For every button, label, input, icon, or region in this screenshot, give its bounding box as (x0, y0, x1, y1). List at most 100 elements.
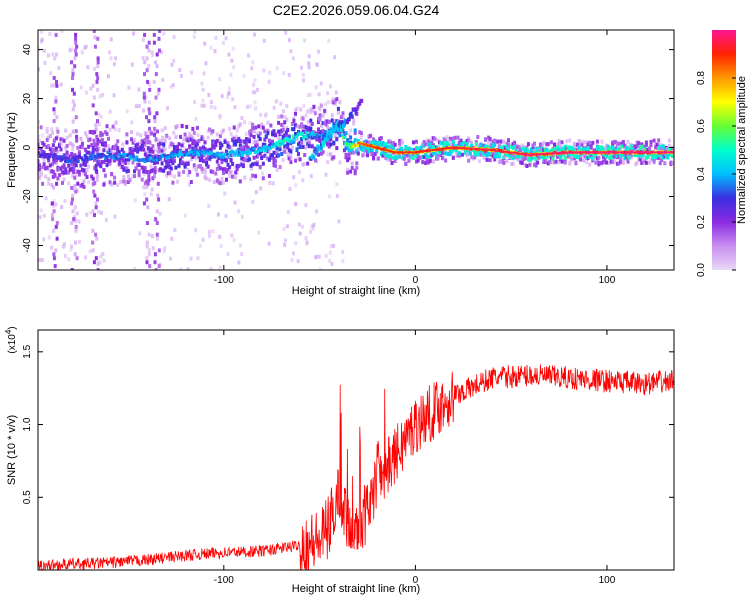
spectrogram-halo-cell (225, 177, 228, 182)
spectrogram-noise-cell (132, 267, 136, 270)
spectrogram-band-cell (389, 154, 392, 158)
spectrogram-halo-cell (136, 131, 140, 136)
spectrogram-band-cell (546, 154, 550, 159)
spectrogram-noise-cell (341, 249, 345, 254)
spectrogram-band-cell (542, 156, 546, 161)
spectrogram-streak-cell (147, 232, 151, 237)
spectrogram-halo-cell (194, 165, 198, 170)
spectrogram-halo-cell (113, 180, 117, 185)
spectrogram-halo-cell (47, 181, 51, 186)
spectrogram-noise-cell (309, 229, 313, 234)
spectrogram-ridge-cell (82, 159, 86, 162)
spectrogram-branch-cell (353, 107, 357, 112)
spectrogram-halo-cell (441, 150, 445, 155)
spectrogram-halo-cell (605, 160, 609, 165)
spectrogram-halo-cell (557, 139, 561, 144)
spectrogram-halo-cell (336, 110, 340, 115)
spectrogram-streak-cell (143, 32, 147, 37)
spectrogram-band-cell (258, 151, 262, 156)
spectrogram-band-cell (47, 152, 51, 157)
spectrogram-band-cell (148, 149, 152, 154)
spectrogram-band-cell (200, 155, 204, 160)
spectrogram-band-cell (651, 152, 654, 157)
spectrogram-halo-cell (629, 155, 633, 160)
spectrogram-band-cell (271, 153, 274, 157)
spectrogram-band-cell (189, 152, 193, 157)
spectrogram-halo-cell (402, 156, 406, 161)
spectrogram-halo-cell (330, 156, 334, 161)
spectrogram-halo-cell (327, 144, 331, 149)
spectrogram-band-cell (146, 146, 150, 151)
spectrogram-streak-cell (55, 83, 59, 88)
spectrogram-halo-cell (45, 137, 49, 142)
spectrogram-halo-cell (330, 100, 334, 105)
spectrogram-halo-cell (84, 172, 87, 177)
spectrogram-band-cell (315, 147, 319, 152)
spectrogram-halo-cell (626, 157, 630, 161)
spectrogram-halo-cell (652, 138, 656, 143)
spectrogram-halo-cell (163, 147, 167, 152)
spectrogram-noise-cell (99, 114, 103, 119)
spectrogram-halo-cell (652, 160, 656, 165)
spectrogram-band-cell (38, 159, 40, 164)
spectrogram-halo-cell (648, 146, 651, 151)
spectrogram-halo-cell (145, 179, 149, 184)
spectrogram-ridge-cell (213, 155, 217, 159)
spectrogram-noise-cell (38, 120, 40, 124)
spectrogram-band-cell (149, 147, 153, 152)
spectrogram-band-cell (464, 149, 468, 153)
spectrogram-ridge-cell (194, 149, 197, 153)
spectrogram-streak-cell (74, 32, 78, 37)
spectrogram-halo-cell (304, 145, 308, 150)
spectrogram-halo-cell (574, 144, 578, 149)
spectrogram-halo-cell (211, 169, 215, 174)
spectrogram-halo-cell (641, 147, 645, 152)
spectrogram-halo-cell (612, 158, 616, 163)
spectrogram-streak-cell (157, 138, 161, 143)
spectrogram-noise-cell (328, 194, 331, 199)
spectrogram-ridge-cell (341, 133, 345, 137)
spectrogram-band-cell (585, 155, 589, 160)
spectrogram-streak-cell (53, 56, 57, 61)
spectrogram-band-cell (103, 143, 107, 148)
spectrogram-ridge-cell (123, 153, 127, 157)
spectrogram-band-cell (143, 152, 147, 157)
spectrogram-streak-cell (54, 32, 58, 37)
snr-y-tick-label: 1.0 (22, 417, 33, 431)
spectrogram-halo-cell (451, 155, 455, 160)
spectrogram-branch-cell (343, 122, 346, 127)
spectrogram-noise-cell (109, 37, 113, 42)
spectrogram-halo-cell (649, 143, 653, 148)
spectrogram-streak-cell (92, 138, 96, 143)
spectrogram-ridge-cell (77, 154, 81, 158)
spectrogram-band-cell (341, 120, 345, 125)
spectrogram-streak-cell (145, 115, 148, 120)
spectrogram-halo-cell (105, 131, 109, 136)
spectrogram-streak-cell (156, 91, 160, 96)
spectrogram-branch-cell (321, 143, 325, 148)
spectrogram-streak-cell (153, 166, 157, 171)
spectrogram-halo-cell (431, 159, 435, 164)
spectrogram-streak-cell (75, 44, 79, 49)
spectrogram-halo-cell (202, 137, 205, 142)
spectrogram-band-cell (297, 142, 300, 147)
spectrogram-halo-cell (589, 145, 593, 150)
spectrogram-halo-cell (183, 132, 187, 137)
spectrogram-halo-cell (258, 131, 262, 136)
spectrogram-streak-cell (75, 256, 79, 261)
spectrogram-streak-cell (52, 228, 56, 233)
spectrogram-halo-cell (51, 149, 55, 154)
spectrogram-halo-cell (94, 143, 98, 147)
spectrogram-halo-cell (206, 135, 210, 140)
spectrogram-ridge-cell (175, 151, 179, 154)
spectrogram-halo-cell (93, 129, 97, 134)
spectrogram-noise-cell (57, 66, 61, 71)
spectrogram-noise-cell (285, 117, 289, 122)
spectrogram-halo-cell (244, 154, 248, 159)
spectrogram-halo-cell (408, 157, 412, 161)
spectrogram-band-cell (74, 163, 78, 168)
spectrogram-noise-cell (227, 86, 231, 91)
spectrogram-halo-cell (350, 161, 354, 166)
spectrogram-halo-cell (251, 122, 255, 127)
spectrogram-halo-cell (350, 166, 354, 170)
